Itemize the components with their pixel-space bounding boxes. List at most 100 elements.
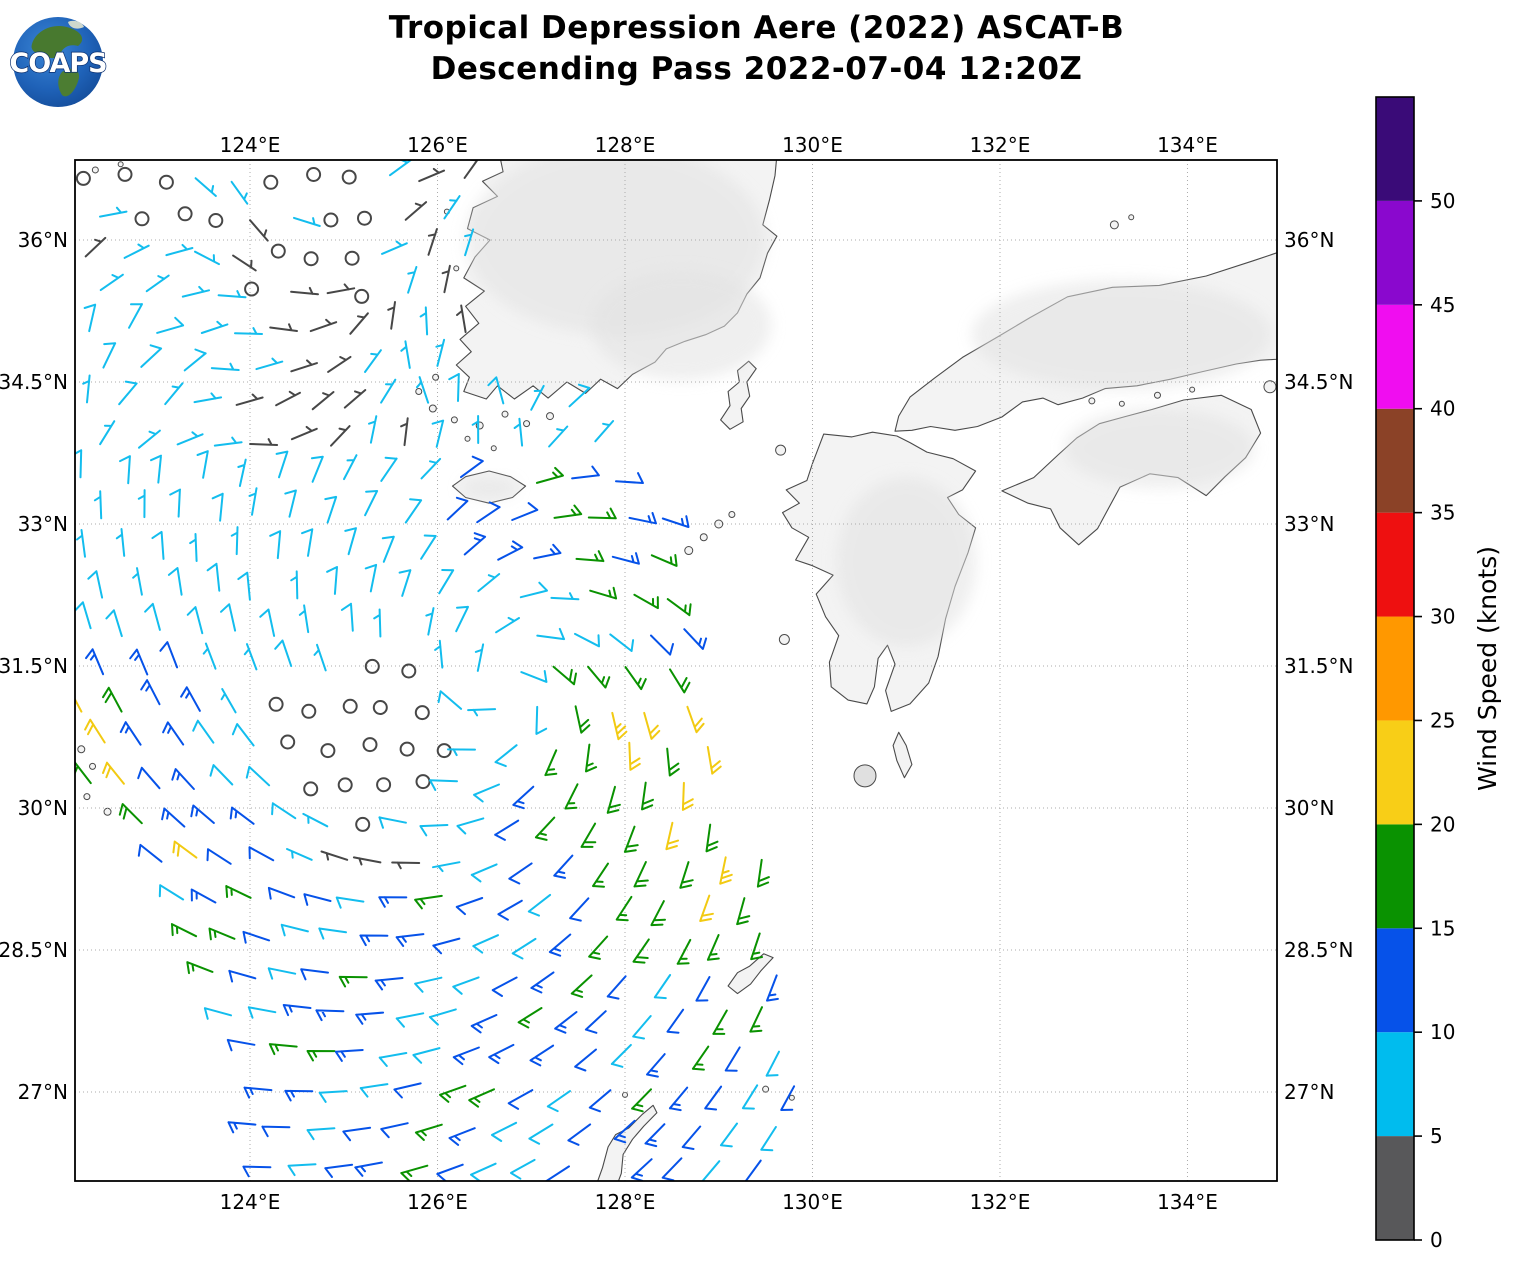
wind-barb <box>286 848 313 861</box>
wind-barb <box>165 243 194 257</box>
wind-barb <box>186 961 214 975</box>
wind-barb <box>359 934 389 947</box>
wind-barb <box>242 930 271 944</box>
wind-barb <box>282 1004 312 1017</box>
wind-barb <box>452 1046 480 1066</box>
islet <box>1128 214 1135 221</box>
colorbar-tick-label: 25 <box>1430 708 1455 732</box>
wind-barb <box>194 250 220 266</box>
wind-barb <box>404 201 428 221</box>
wind-barb <box>585 743 598 773</box>
wind-barb <box>520 670 548 683</box>
wind-barb <box>584 1010 607 1034</box>
wind-barb <box>473 783 500 803</box>
wind-barb <box>650 634 674 656</box>
islet <box>1109 220 1119 230</box>
calm-wind-circle <box>372 700 388 715</box>
wind-barb <box>229 806 255 825</box>
x-tick-label-bottom: 130°E <box>782 1190 843 1214</box>
wind-barb <box>407 266 418 294</box>
y-tick-label-left: 31.5°N <box>0 654 68 678</box>
wind-barb <box>237 458 247 487</box>
wind-barb <box>293 216 321 227</box>
wind-barb <box>704 1085 723 1111</box>
wind-barb <box>202 642 217 670</box>
wind-barb <box>676 938 692 965</box>
wind-barb <box>744 1159 762 1181</box>
y-tick-label-left: 34.5°N <box>0 370 68 394</box>
wind-barb <box>340 602 354 632</box>
wind-barb <box>765 1050 780 1077</box>
wind-barb <box>447 748 476 757</box>
wind-barb <box>368 415 378 444</box>
wind-barb <box>355 1011 385 1025</box>
wind-barb <box>550 592 580 601</box>
wind-barb <box>507 1089 534 1110</box>
colorbar-segment-30-35 <box>1376 512 1414 617</box>
calm-wind-circle <box>263 174 279 190</box>
wind-barb <box>650 900 666 927</box>
wind-barb <box>395 933 425 947</box>
wind-barb <box>343 454 358 481</box>
wind-barb <box>342 1126 372 1142</box>
colorbar-segment-5-10 <box>1376 1032 1414 1137</box>
wind-barb <box>641 781 654 811</box>
wind-barb <box>592 862 609 888</box>
colorbar-tick-label: 5 <box>1430 1124 1443 1148</box>
wind-barb <box>243 643 258 671</box>
wind-barb <box>380 1122 409 1139</box>
wind-barb <box>267 967 297 980</box>
wind-barb <box>359 1083 389 1098</box>
islet <box>432 373 440 381</box>
wind-barb <box>324 1163 354 1178</box>
islet <box>1189 386 1196 393</box>
wind-barb <box>610 1043 632 1068</box>
wind-barb <box>517 1007 543 1029</box>
wind-barb <box>432 861 461 873</box>
wind-barb <box>477 573 501 593</box>
calm-wind-circle <box>158 174 174 190</box>
colorbar-segment-20-25 <box>1376 720 1414 825</box>
wind-barb <box>327 355 352 373</box>
calm-wind-circle <box>117 166 133 182</box>
islet <box>1088 397 1096 405</box>
wind-barb <box>497 899 523 921</box>
wind-barb <box>274 639 293 668</box>
wind-barb <box>315 1009 345 1022</box>
wind-barb <box>661 1157 683 1181</box>
x-tick-label-top: 128°E <box>595 133 656 157</box>
wind-barb <box>628 512 657 525</box>
colorbar-segment-0-5 <box>1376 1136 1414 1240</box>
wind-barb <box>756 858 770 888</box>
islet <box>415 387 423 395</box>
wind-barb <box>275 390 301 407</box>
map-frame <box>74 159 1278 1182</box>
wind-barb <box>705 823 719 853</box>
wind-barb <box>119 721 142 746</box>
calm-wind-circle <box>341 169 357 185</box>
y-tick-label-right: 36°N <box>1284 228 1334 252</box>
wind-barb <box>180 686 201 712</box>
wind-barb <box>75 601 92 630</box>
wind-barb <box>766 974 779 1002</box>
wind-barb <box>536 627 566 641</box>
calm-wind-circle <box>303 251 319 267</box>
wind-barb <box>172 840 198 859</box>
x-tick-label-bottom: 134°E <box>1157 1190 1218 1214</box>
coastline-tanegashima <box>892 731 913 779</box>
wind-barb <box>335 896 365 909</box>
wind-barb <box>400 1164 429 1181</box>
wind-barb <box>137 843 163 863</box>
coaps-logo: COAPS <box>9 17 108 107</box>
wind-barb <box>99 273 124 292</box>
calm-wind-circle <box>337 777 353 793</box>
wind-barb <box>632 938 650 964</box>
colorbar-segment-50-55 <box>1376 97 1414 201</box>
wind-barb <box>414 894 443 910</box>
wind-barb <box>123 243 150 259</box>
colorbar-segment-35-40 <box>1376 408 1414 513</box>
wind-barb <box>706 934 720 961</box>
colorbar-tick-label: 40 <box>1430 397 1455 421</box>
wind-barb <box>419 824 449 837</box>
wind-barb <box>391 861 421 870</box>
